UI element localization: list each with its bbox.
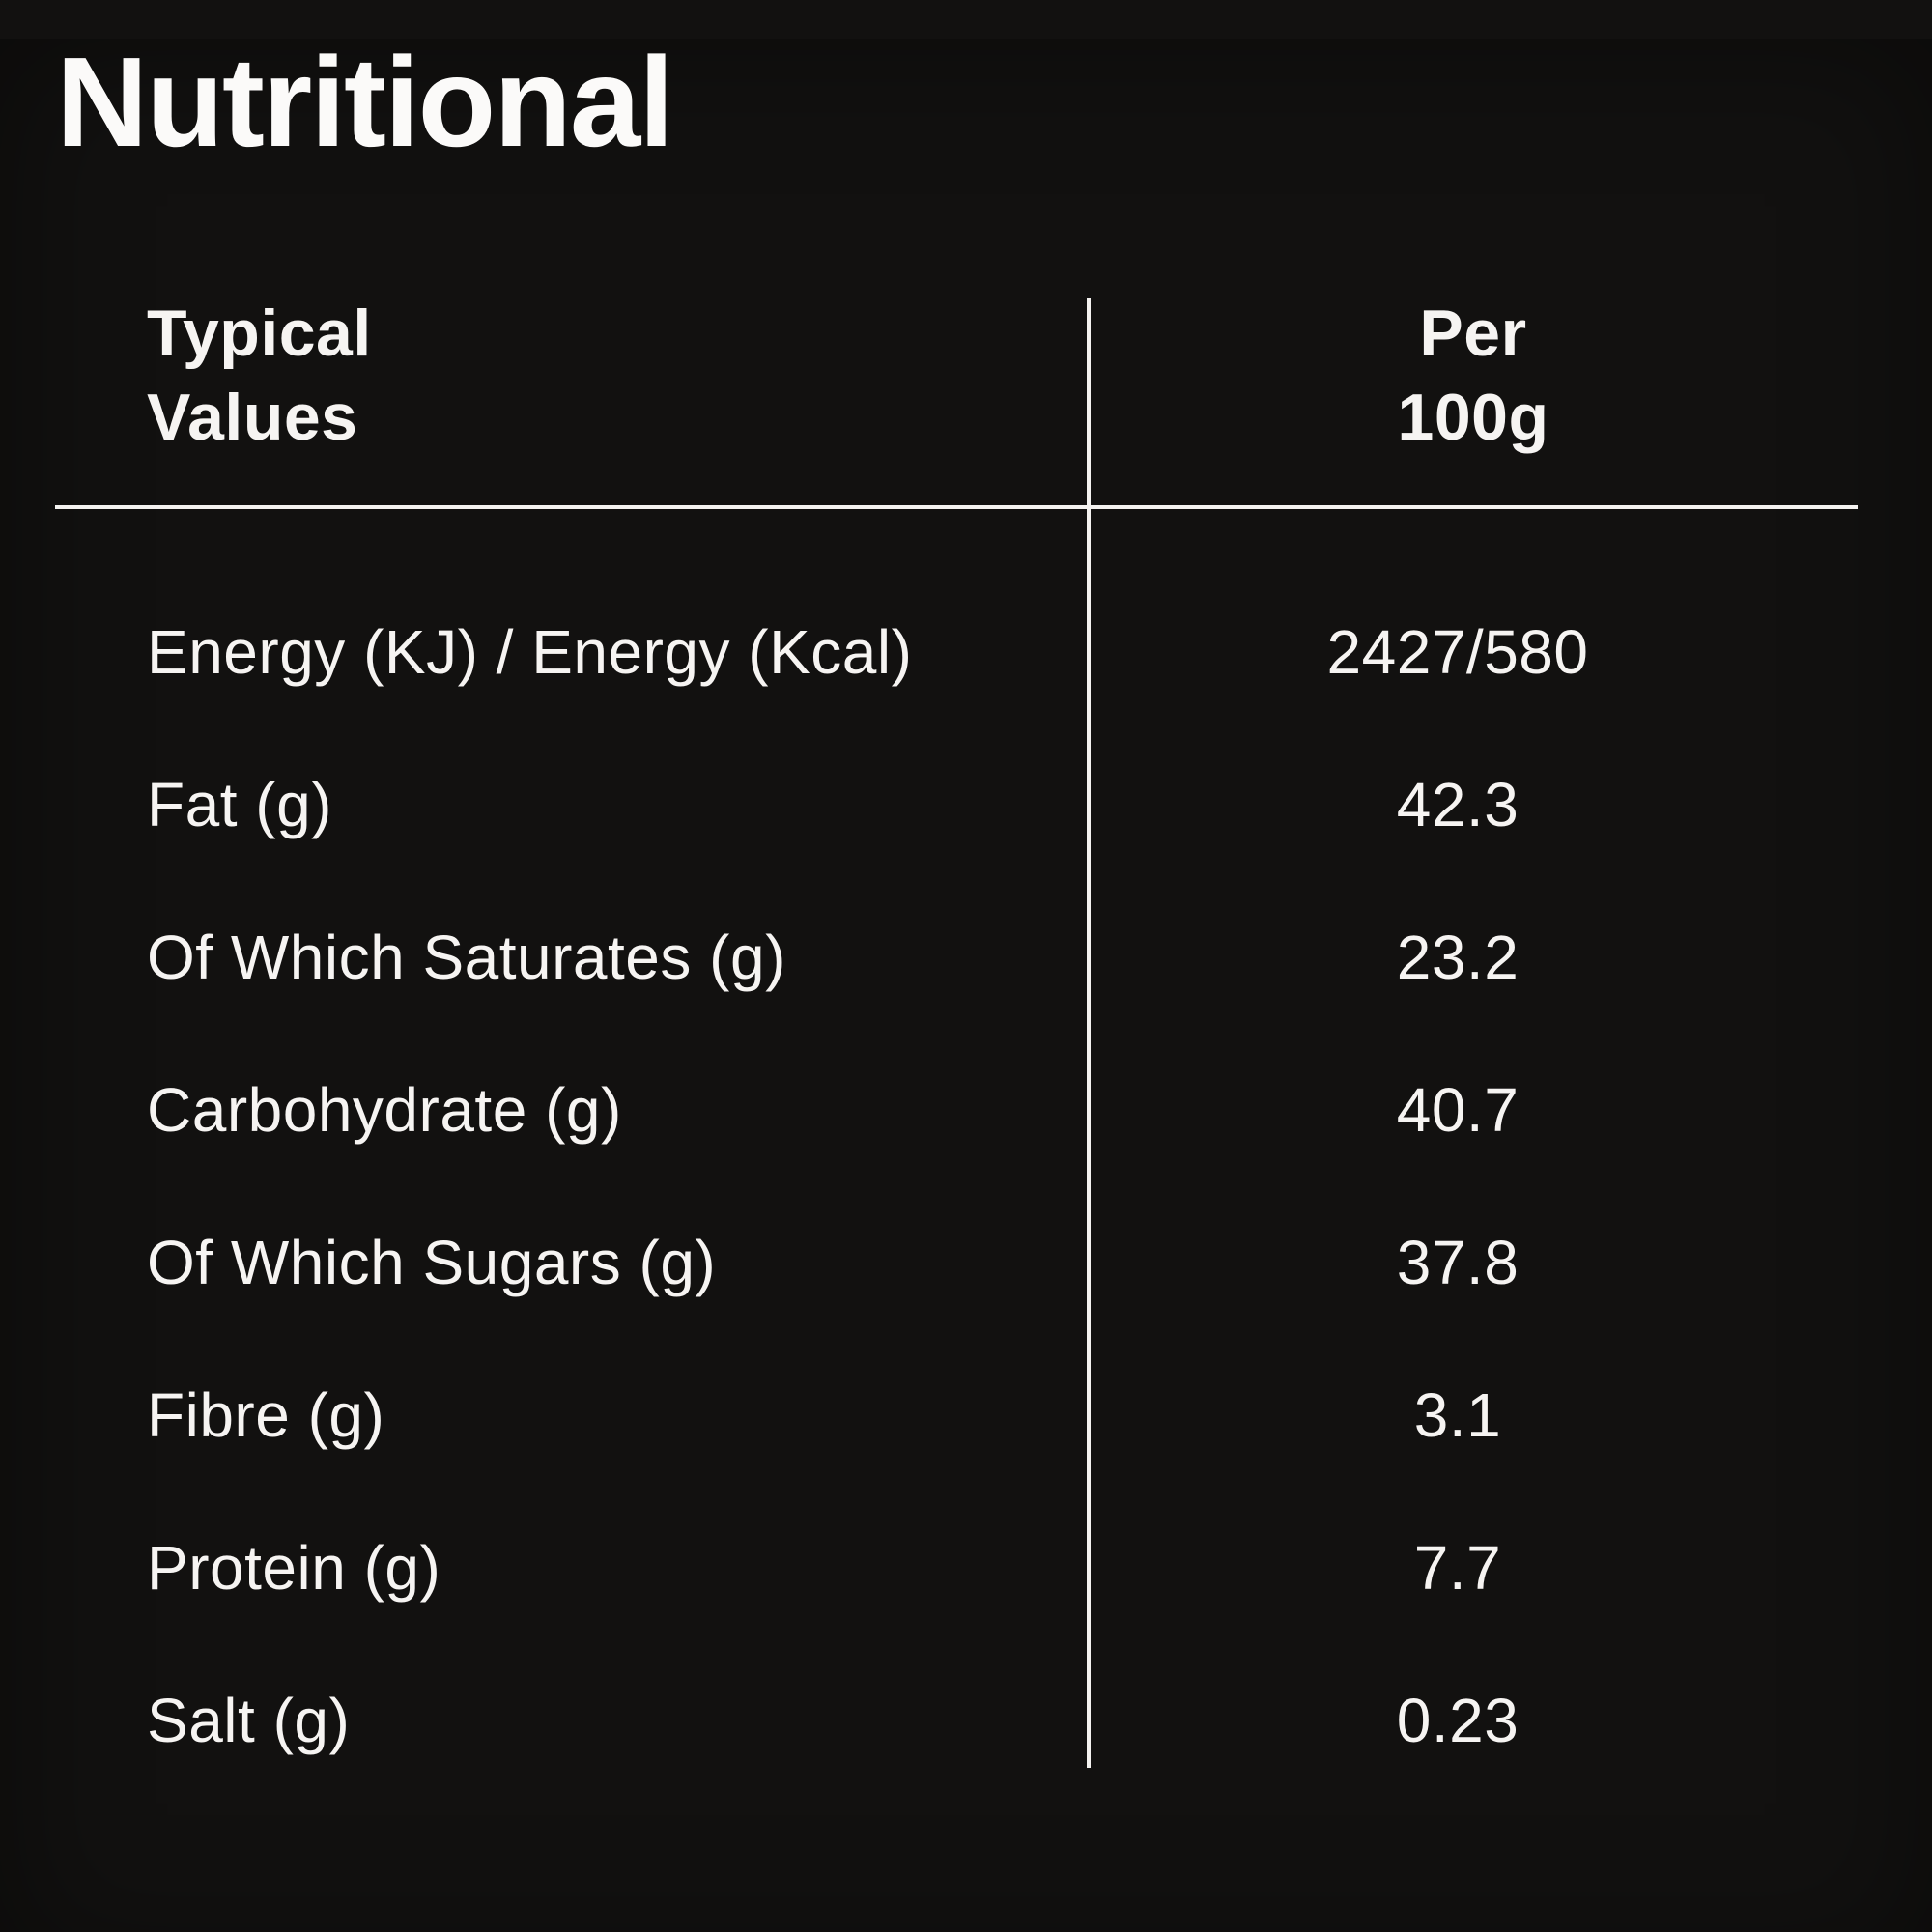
column-divider-line: [1087, 298, 1091, 1768]
table-row-sugars: Of Which Sugars (g) 37.8: [55, 1186, 1858, 1339]
row-label-fibre: Fibre (g): [147, 1380, 385, 1450]
header-typical-values-line1: Typical: [147, 297, 372, 370]
table-row-fat: Fat (g) 42.3: [55, 728, 1858, 881]
nutrition-label-panel: Nutritional Typical Values Per 100g Ener…: [0, 39, 1932, 1932]
row-value-fibre: 3.1: [1413, 1380, 1502, 1450]
header-typical-values: Typical Values: [55, 292, 1089, 505]
row-value-saturates: 23.2: [1396, 923, 1520, 992]
row-label-carbohydrate: Carbohydrate (g): [147, 1075, 622, 1145]
table-header-row: Typical Values Per 100g: [55, 292, 1858, 505]
table-row-energy: Energy (KJ) / Energy (Kcal) 2427/580: [55, 576, 1858, 728]
header-per-100g-line2: 100g: [1397, 381, 1549, 455]
table-row-carbohydrate: Carbohydrate (g) 40.7: [55, 1034, 1858, 1186]
header-divider-line: [55, 505, 1858, 509]
row-value-sugars: 37.8: [1396, 1228, 1520, 1297]
row-value-protein: 7.7: [1413, 1533, 1502, 1603]
row-label-fat: Fat (g): [147, 770, 332, 839]
table-row-fibre: Fibre (g) 3.1: [55, 1339, 1858, 1492]
row-label-energy: Energy (KJ) / Energy (Kcal): [147, 617, 913, 687]
table-row-saturates: Of Which Saturates (g) 23.2: [55, 881, 1858, 1034]
row-value-energy: 2427/580: [1326, 617, 1589, 687]
nutrition-table: Typical Values Per 100g Energy (KJ) / En…: [55, 292, 1858, 1797]
row-value-fat: 42.3: [1396, 770, 1520, 839]
page-title: Nutritional: [56, 31, 674, 173]
table-body: Energy (KJ) / Energy (Kcal) 2427/580 Fat…: [55, 509, 1858, 1797]
row-label-protein: Protein (g): [147, 1533, 441, 1603]
header-per-100g-line1: Per: [1419, 297, 1527, 370]
header-typical-values-line2: Values: [147, 381, 358, 455]
row-value-salt: 0.23: [1396, 1686, 1520, 1755]
table-row-salt: Salt (g) 0.23: [55, 1644, 1858, 1797]
row-label-sugars: Of Which Sugars (g): [147, 1228, 717, 1297]
header-per-100g: Per 100g: [1089, 292, 1858, 505]
row-label-salt: Salt (g): [147, 1686, 351, 1755]
row-label-saturates: Of Which Saturates (g): [147, 923, 786, 992]
table-row-protein: Protein (g) 7.7: [55, 1492, 1858, 1644]
row-value-carbohydrate: 40.7: [1396, 1075, 1520, 1145]
